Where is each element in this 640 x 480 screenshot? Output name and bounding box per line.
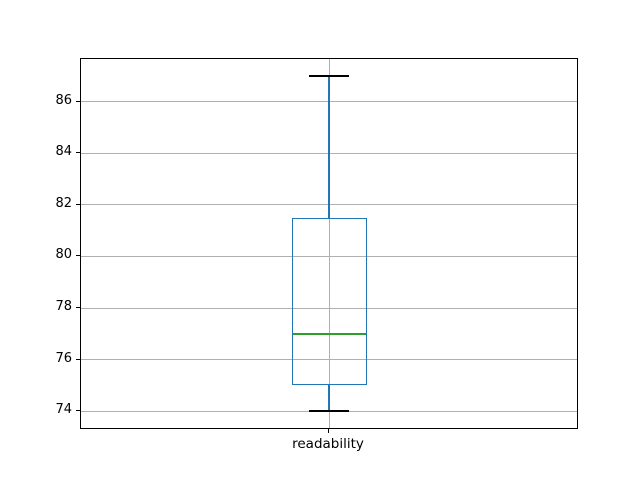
lower-whisker-line: [328, 385, 330, 412]
y-tick-mark: [76, 203, 80, 205]
lower-whisker-cap: [309, 410, 349, 413]
y-tick-label: 86: [55, 92, 72, 108]
y-tick-mark: [76, 100, 80, 102]
plot-area: [80, 58, 578, 429]
y-tick-label: 74: [55, 402, 72, 418]
upper-whisker-cap: [309, 74, 349, 77]
upper-whisker-line: [328, 75, 330, 218]
y-tick-label: 78: [55, 299, 72, 314]
y-tick-mark: [76, 307, 80, 308]
x-tick-mark: [328, 429, 329, 433]
median-line: [292, 332, 366, 335]
y-tick-label: 76: [55, 350, 72, 366]
x-tick-label: readability: [292, 436, 364, 452]
y-tick-label: 84: [55, 144, 72, 160]
y-tick-label: 82: [55, 195, 72, 211]
y-tick-label: 80: [55, 247, 72, 263]
iqr-box: [291, 217, 367, 386]
vertical-gridline: [328, 59, 330, 428]
y-tick-mark: [76, 410, 80, 412]
y-tick-mark: [76, 255, 80, 257]
y-tick-mark: [76, 358, 80, 360]
y-tick-mark: [76, 152, 80, 154]
